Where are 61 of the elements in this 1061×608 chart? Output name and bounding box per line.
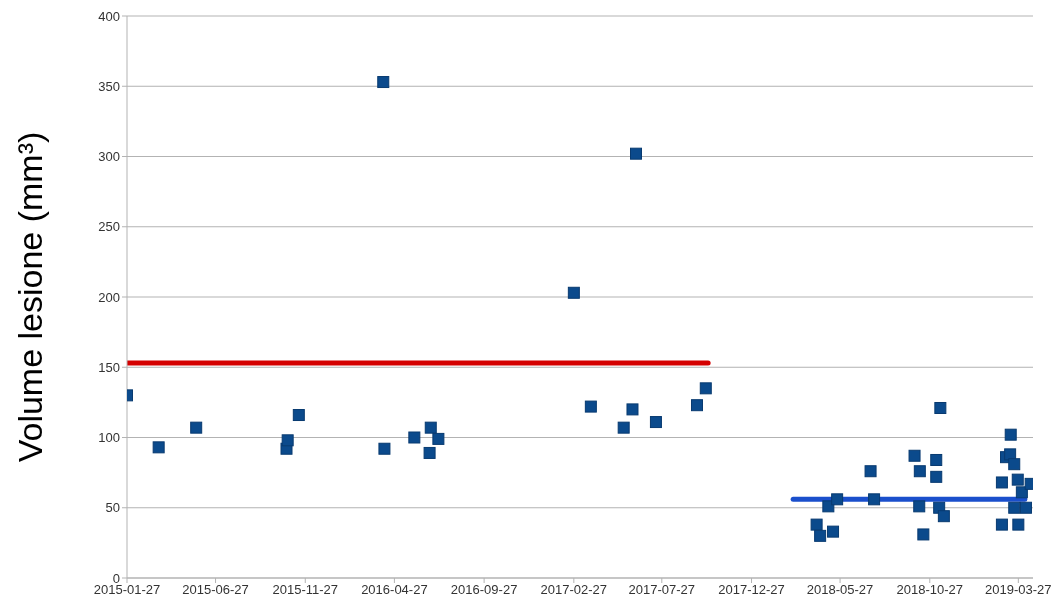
point [810,518,823,531]
point [408,431,421,444]
x-tick-label: 2017-12-27 [718,582,785,598]
point [292,409,305,422]
point [917,528,930,541]
point [423,446,436,459]
point [1012,518,1025,531]
y-tick-label: 400 [98,8,120,24]
point [377,76,390,89]
point [584,400,597,413]
point [827,525,840,538]
point [1011,473,1024,486]
point [937,510,950,523]
y-tick-label: 150 [98,359,120,375]
point [930,470,943,483]
y-tick-label: 100 [98,430,120,446]
point [930,453,943,466]
point [814,529,827,542]
point [567,286,580,299]
point [626,403,639,416]
point [1015,486,1028,499]
point [378,442,391,455]
point [831,493,844,506]
x-tick-label: 2017-02-27 [540,582,608,598]
point [432,432,445,445]
point [281,434,294,447]
point [913,465,926,478]
x-tick-label: 2019-03-27 [985,582,1052,598]
point [690,399,703,412]
x-tick-label: 2018-10-27 [896,582,964,598]
point [908,449,921,462]
y-tick-label: 250 [98,219,120,235]
point [190,421,203,434]
point [995,476,1008,489]
y-tick-label: 50 [105,500,120,516]
point [649,416,662,429]
x-tick-label: 2016-09-27 [450,582,518,598]
point [822,500,835,513]
x-tick-label: 2018-05-27 [806,582,874,598]
point [1008,458,1021,471]
y-tick-label: 300 [98,149,120,165]
x-tick-label: 2016-04-27 [361,582,428,598]
point [617,421,630,434]
point [868,493,881,506]
x-tick-label: 2017-07-27 [628,582,696,598]
point [1019,501,1032,514]
point [995,518,1008,531]
point [934,402,947,414]
point [864,465,877,478]
point [913,500,926,513]
y-tick-label: 350 [98,78,120,94]
y-tick-label: 200 [98,289,120,305]
point [1008,501,1021,514]
y-axis-title: Volume lesione (mm³) [11,131,49,463]
point [152,441,165,454]
point [699,382,712,395]
point [630,147,642,160]
point [424,421,437,434]
x-tick-label: 2015-06-27 [182,582,249,598]
point [1004,428,1017,441]
x-tick-label: 2015-11-27 [272,582,339,598]
